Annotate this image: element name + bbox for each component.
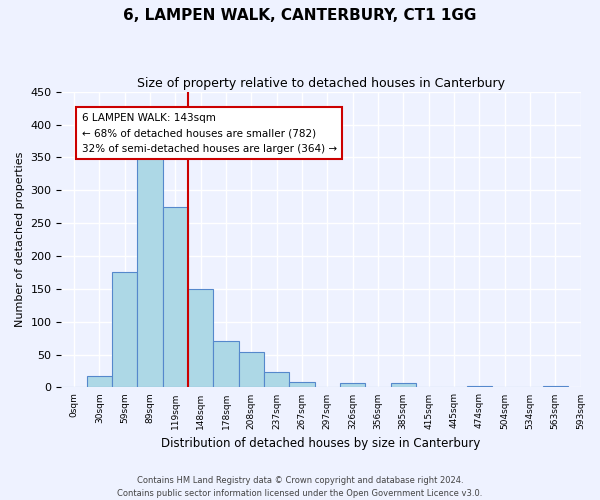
Text: 6 LAMPEN WALK: 143sqm
← 68% of detached houses are smaller (782)
32% of semi-det: 6 LAMPEN WALK: 143sqm ← 68% of detached … — [82, 112, 337, 154]
Text: Contains HM Land Registry data © Crown copyright and database right 2024.
Contai: Contains HM Land Registry data © Crown c… — [118, 476, 482, 498]
Bar — [188, 289, 214, 388]
Y-axis label: Number of detached properties: Number of detached properties — [15, 152, 25, 327]
Bar — [542, 386, 568, 388]
Bar — [289, 382, 314, 388]
Bar — [163, 208, 188, 388]
Bar — [467, 386, 492, 388]
Bar — [239, 352, 264, 388]
Title: Size of property relative to detached houses in Canterbury: Size of property relative to detached ho… — [137, 78, 505, 90]
Bar — [137, 149, 163, 388]
Bar — [214, 342, 239, 388]
Bar — [391, 384, 416, 388]
Bar — [264, 372, 289, 388]
Bar — [340, 384, 365, 388]
Text: 6, LAMPEN WALK, CANTERBURY, CT1 1GG: 6, LAMPEN WALK, CANTERBURY, CT1 1GG — [124, 8, 476, 22]
Bar — [112, 272, 137, 388]
Bar — [87, 376, 112, 388]
X-axis label: Distribution of detached houses by size in Canterbury: Distribution of detached houses by size … — [161, 437, 481, 450]
